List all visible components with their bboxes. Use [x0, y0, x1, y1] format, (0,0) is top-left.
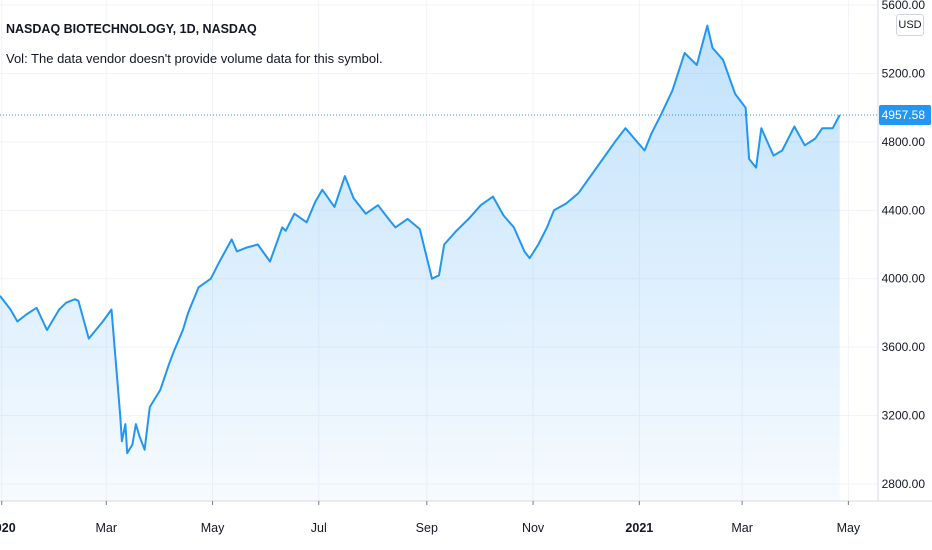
- y-tick-label: 3600.00: [882, 340, 926, 354]
- y-tick-label: 4800.00: [882, 135, 926, 149]
- currency-button[interactable]: USD: [896, 14, 924, 36]
- price-axis[interactable]: 2800.00 3200.00 3600.00 4000.00 4400.00 4800.…: [882, 0, 926, 491]
- y-tick-label: 4000.00: [882, 272, 926, 286]
- y-tick-label: 4400.00: [882, 203, 926, 217]
- last-price-badge: 4957.58: [879, 104, 931, 125]
- symbol-title[interactable]: NASDAQ BIOTECHNOLOGY, 1D, NASDAQ: [6, 22, 257, 36]
- y-tick-label: 3200.00: [882, 409, 926, 423]
- x-tick-label: Mar: [96, 521, 118, 535]
- volume-note: Vol: The data vendor doesn't provide vol…: [6, 51, 383, 66]
- x-tick-label: May: [837, 521, 861, 535]
- x-tick-label: Sep: [416, 521, 438, 535]
- x-tick-label: 2021: [625, 521, 653, 535]
- y-tick-label: 2800.00: [882, 477, 926, 491]
- last-price-badge-bg: [879, 104, 931, 125]
- last-price-label: 4957.58: [882, 108, 926, 122]
- y-tick-label: 5600.00: [882, 0, 926, 12]
- x-tick-label: Nov: [522, 521, 545, 535]
- x-tick-label: Jul: [311, 521, 327, 535]
- price-area-fill: [0, 25, 840, 501]
- price-line: [0, 24, 841, 455]
- y-tick-label: 5200.00: [882, 67, 926, 81]
- time-axis[interactable]: 2020 Mar May Jul Sep Nov 2021 Mar May: [0, 501, 861, 535]
- x-tick-label: Mar: [731, 521, 753, 535]
- x-tick-label: 2020: [0, 521, 16, 535]
- x-tick-label: May: [201, 521, 225, 535]
